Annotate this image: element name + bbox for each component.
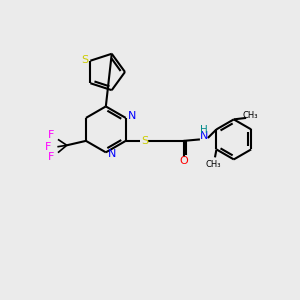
Text: F: F bbox=[47, 152, 54, 162]
Text: N: N bbox=[107, 149, 116, 159]
Text: CH₃: CH₃ bbox=[206, 160, 221, 169]
Text: S: S bbox=[141, 136, 148, 146]
Text: F: F bbox=[47, 130, 54, 140]
Text: N: N bbox=[128, 111, 136, 122]
Text: H: H bbox=[200, 125, 208, 135]
Text: CH₃: CH₃ bbox=[243, 111, 258, 120]
Text: F: F bbox=[45, 142, 52, 152]
Text: S: S bbox=[82, 55, 88, 65]
Text: O: O bbox=[179, 157, 188, 166]
Text: N: N bbox=[200, 131, 208, 141]
